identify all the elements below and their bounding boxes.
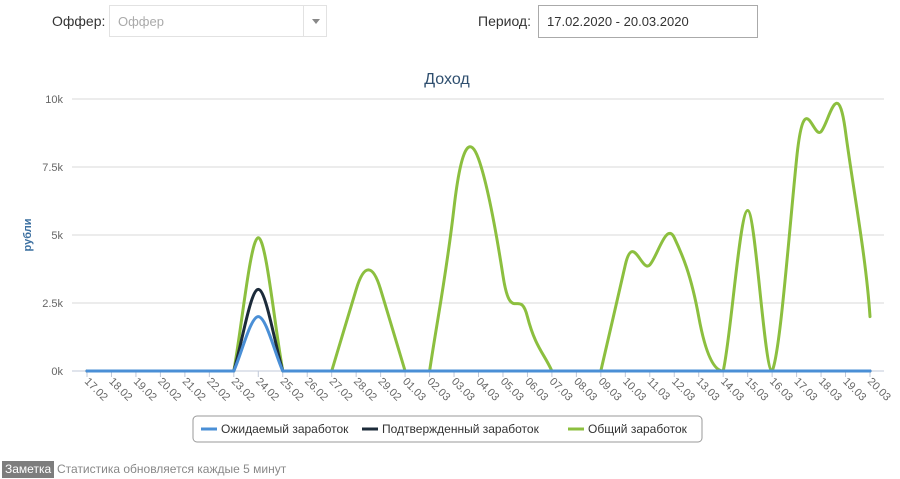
x-tick-label: 03.03 [449, 376, 477, 404]
legend-box [192, 415, 703, 443]
x-tick-label: 29.02 [376, 376, 404, 404]
x-tick-label: 16.03 [767, 376, 795, 404]
x-tick-label: 15.03 [743, 376, 771, 404]
x-tick-label: 18.03 [816, 376, 844, 404]
x-tick-label: 26.02 [302, 376, 330, 404]
period-input[interactable]: 17.02.2020 - 20.03.2020 [538, 5, 758, 38]
x-tick-label: 09.03 [596, 376, 624, 404]
y-tick-label: 7.5k [42, 162, 63, 174]
x-tick-label: 21.02 [180, 376, 208, 404]
chevron-down-icon[interactable] [303, 6, 326, 36]
x-tick-label: 10.03 [620, 376, 648, 404]
x-tick-label: 23.02 [229, 376, 257, 404]
filters-bar: Оффер: Оффер Период: 17.02.2020 - 20.03.… [0, 0, 900, 46]
series-line-0 [85, 315, 872, 373]
x-tick-label: 19.02 [131, 376, 159, 404]
legend-item[interactable]: Ожидаемый заработок [221, 422, 349, 436]
x-tick-label: 17.03 [791, 376, 819, 404]
x-tick-label: 06.03 [522, 376, 550, 404]
legend-item[interactable]: Общий заработок [588, 422, 688, 436]
x-tick-label: 11.03 [645, 376, 672, 403]
x-tick-label: 08.03 [571, 376, 599, 404]
legend: Ожидаемый заработок Подтвержденный зарабо… [192, 415, 703, 443]
grid [72, 98, 884, 372]
y-tick-label: 0k [51, 366, 63, 378]
x-tick-label: 27.02 [327, 376, 355, 404]
y-ticks: 0k 2.5k 5k 7.5k 10k [42, 94, 63, 378]
note-badge: Заметка [2, 461, 55, 478]
x-tick-label: 20.02 [155, 376, 183, 404]
series-lines [85, 101, 872, 373]
note-text: Статистика обновляется каждые 5 минут [57, 462, 287, 476]
x-tick-label: 19.03 [840, 376, 868, 404]
chart-title: Доход [424, 71, 470, 88]
x-tick-label: 05.03 [498, 376, 526, 404]
x-tick-label: 18.02 [106, 376, 134, 404]
x-ticks: 17.0218.0219.0220.0221.0222.0223.0224.02… [82, 371, 893, 404]
x-tick-label: 07.03 [547, 376, 575, 404]
x-tick-label: 22.02 [204, 376, 232, 404]
offer-select[interactable]: Оффер [109, 5, 327, 37]
y-tick-label: 10k [45, 94, 63, 106]
offer-label: Оффер: [52, 13, 106, 29]
x-tick-label: 12.03 [669, 376, 697, 404]
legend-item[interactable]: Подтвержденный заработок [382, 422, 540, 436]
x-tick-label: 20.03 [865, 376, 893, 404]
offer-select-value: Оффер [118, 14, 164, 29]
x-tick-label: 01.03 [400, 376, 428, 404]
y-tick-label: 2.5k [42, 298, 63, 310]
period-input-value: 17.02.2020 - 20.03.2020 [547, 14, 689, 29]
x-tick-label: 14.03 [718, 376, 746, 404]
x-tick-label: 28.02 [351, 376, 379, 404]
series-line-2 [85, 101, 872, 373]
x-tick-label: 25.02 [278, 376, 306, 404]
x-tick-label: 04.03 [473, 376, 501, 404]
series-line-1 [85, 287, 872, 373]
x-tick-label: 13.03 [694, 376, 722, 404]
period-label: Период: [478, 13, 531, 29]
y-axis-label: рубли [22, 219, 34, 252]
x-tick-label: 02.03 [424, 376, 452, 404]
y-tick-label: 5k [51, 230, 63, 242]
x-tick-label: 17.02 [82, 376, 110, 404]
x-tick-label: 24.02 [253, 376, 281, 404]
